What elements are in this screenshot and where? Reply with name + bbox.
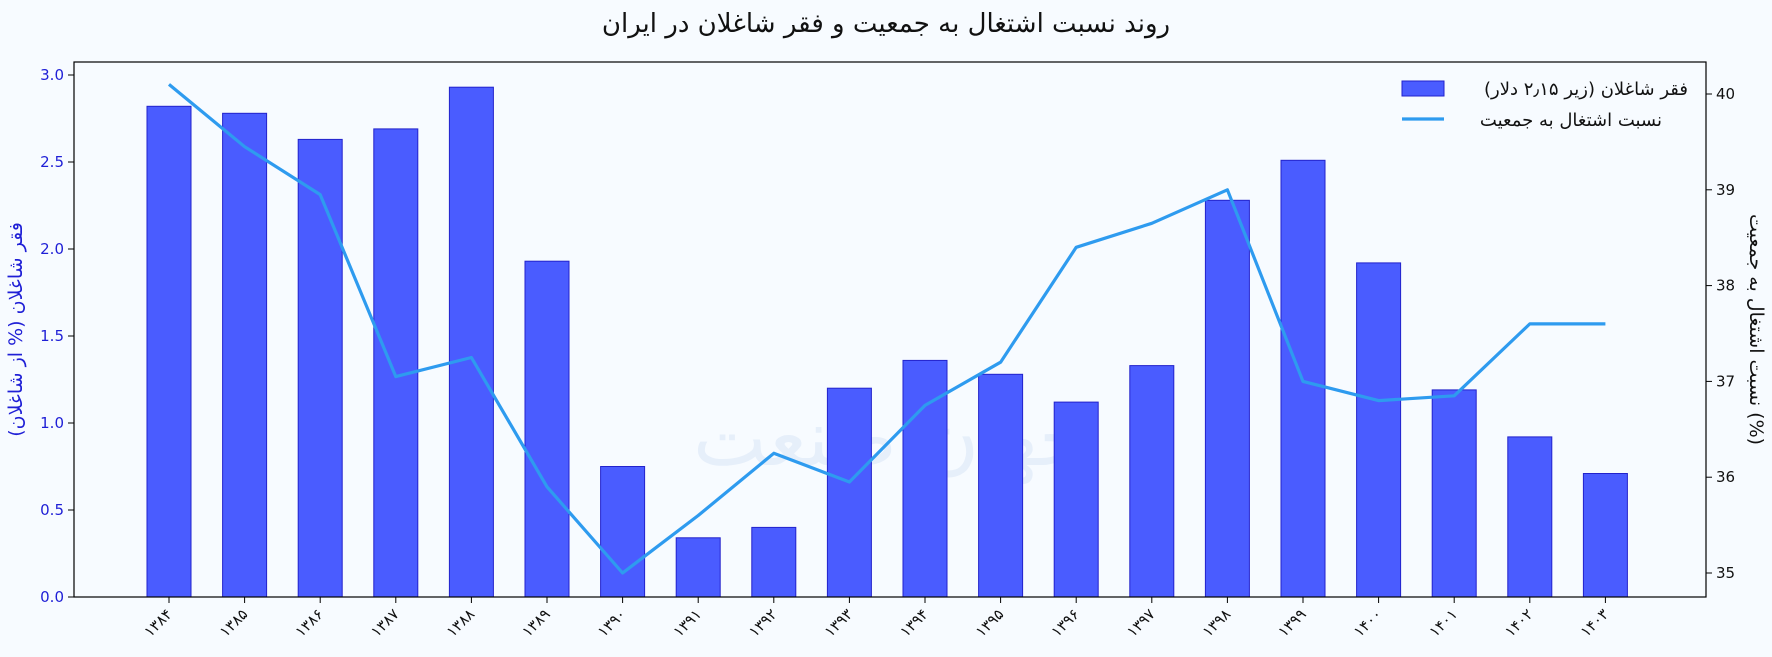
x-tick-label-7: ۱۳۹۱ (670, 605, 706, 641)
x-tick-label-17: ۱۴۰۱ (1426, 605, 1462, 641)
left-axis: 0.0 0.5 1.0 1.5 2.0 2.5 3.0 (40, 66, 74, 606)
x-tick-label-4: ۱۳۸۸ (443, 605, 479, 641)
bar-1 (222, 112, 268, 598)
left-tick-label-5: 2.5 (40, 153, 64, 171)
legend: فقر شاغلان (زیر ۲٫۱۵ دلار) نسبت اشتغال ب… (1401, 79, 1688, 131)
line-series (167, 83, 1606, 575)
x-tick-label-3: ۱۳۸۷ (367, 605, 403, 641)
bar-6 (600, 466, 646, 598)
right-tick-label-0: 35 (1716, 564, 1735, 582)
bar-18 (1507, 436, 1553, 598)
bar-8 (751, 526, 797, 598)
right-tick-label-2: 37 (1716, 372, 1735, 390)
left-tick-label-6: 3.0 (40, 66, 64, 84)
legend-bar-swatch (1401, 80, 1445, 97)
x-tick-label-2: ۱۳۸۶ (292, 605, 328, 641)
bar-19 (1582, 473, 1628, 598)
x-tick-label-8: ۱۳۹۲ (745, 605, 781, 641)
x-tick-label-19: ۱۴۰۳ (1577, 605, 1613, 641)
x-tick-label-12: ۱۳۹۶ (1048, 605, 1084, 641)
left-tick-label-2: 1.0 (40, 414, 64, 432)
x-tick-label-16: ۱۴۰۰ (1350, 605, 1386, 641)
bar-0 (146, 105, 192, 598)
plot-border (73, 61, 1707, 598)
x-tick-label-18: ۱۴۰۲ (1501, 605, 1537, 641)
bar-17 (1431, 389, 1477, 598)
bar-11 (978, 373, 1024, 598)
x-tick-label-11: ۱۳۹۵ (972, 605, 1008, 641)
bar-7 (675, 537, 721, 598)
x-tick-label-6: ۱۳۹۰ (594, 605, 630, 641)
bar-2 (297, 138, 343, 598)
bar-4 (448, 86, 494, 598)
y-axis-label-right: نسبت اشتغال به جمعیت (%) (1745, 214, 1767, 445)
right-tick-label-3: 38 (1716, 277, 1735, 295)
bar-3 (373, 128, 419, 598)
bar-10 (902, 359, 948, 598)
bar-16 (1356, 262, 1402, 598)
left-tick-label-3: 1.5 (40, 327, 64, 345)
x-tick-label-10: ۱۳۹۴ (896, 605, 932, 641)
x-axis: ۱۳۸۴ ۱۳۸۵ ۱۳۸۶ ۱۳۸۷ ۱۳۸۸ ۱۳۸۹ ۱۳۹۰ ۱۳۹۱ ۱۳۹۲ ۱۳۹۳… (140, 597, 1612, 641)
chart-title: روند نسبت اشتغال به جمعیت و فقر شاغلان د… (602, 9, 1170, 39)
right-tick-label-4: 39 (1716, 181, 1735, 199)
bar-series (146, 86, 1628, 598)
right-axis: 35 36 37 38 39 40 (1706, 85, 1735, 582)
employment-ratio-line (167, 83, 1606, 575)
left-tick-label-0: 0.0 (40, 588, 64, 606)
bar-5 (524, 260, 570, 598)
right-tick-label-1: 36 (1716, 468, 1735, 486)
x-tick-label-9: ۱۳۹۳ (821, 605, 857, 641)
left-tick-label-4: 2.0 (40, 240, 64, 258)
x-tick-label-5: ۱۳۸۹ (518, 605, 554, 641)
right-tick-label-5: 40 (1716, 85, 1735, 103)
x-tick-label-1: ۱۳۸۵ (216, 605, 252, 641)
left-tick-label-1: 0.5 (40, 501, 64, 519)
bar-13 (1129, 365, 1175, 598)
legend-bar-label: فقر شاغلان (زیر ۲٫۱۵ دلار) (1484, 79, 1688, 100)
x-tick-label-14: ۱۳۹۸ (1199, 605, 1235, 641)
y-axis-label-left: فقر شاغلان (% از شاغلان) (5, 222, 27, 437)
bar-9 (826, 387, 872, 598)
bar-12 (1053, 401, 1099, 598)
x-tick-label-15: ۱۳۹۹ (1274, 605, 1310, 641)
bar-14 (1204, 199, 1250, 598)
legend-line-label: نسبت اشتغال به جمعیت (1480, 110, 1662, 131)
x-tick-label-13: ۱۳۹۷ (1123, 605, 1159, 641)
x-tick-label-0: ۱۳۸۴ (140, 605, 176, 641)
